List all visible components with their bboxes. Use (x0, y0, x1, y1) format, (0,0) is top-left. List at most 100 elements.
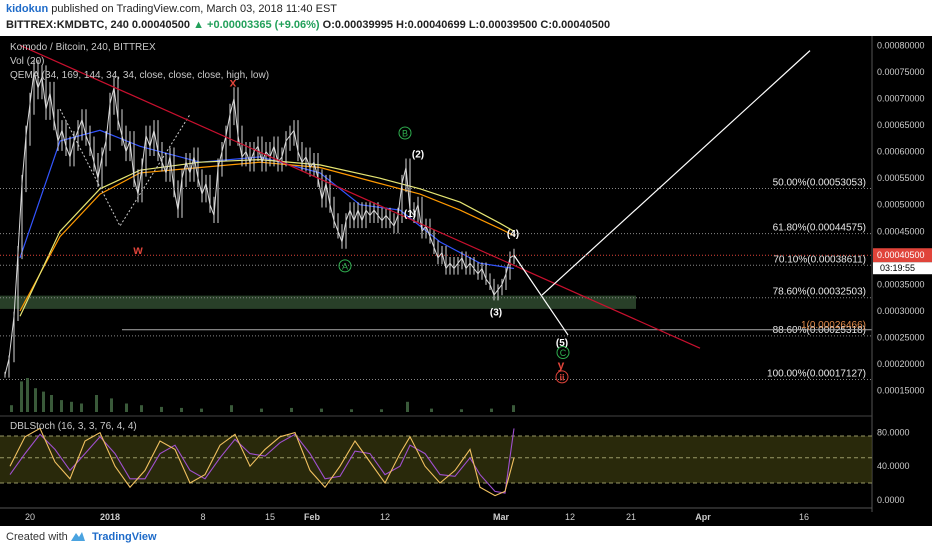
up-arrow-icon: ▲ (193, 19, 204, 31)
stoch-k-line (9, 427, 515, 497)
volume-bar (20, 381, 23, 412)
volume-bar (50, 395, 53, 412)
time-tick-label: Apr (695, 512, 711, 522)
price-chart[interactable]: 50.00%(0.00053053) 61.80%(0.00044575) 70.1… (0, 36, 932, 526)
volume-bar (200, 408, 203, 412)
time-tick-label: 12 (380, 512, 390, 522)
volume-bar (42, 391, 45, 412)
time-tick-label: 15 (265, 512, 275, 522)
time-tick-label: Feb (304, 512, 321, 522)
price-tick-label: 0.00070000 (877, 93, 925, 103)
volume-bar (490, 408, 493, 412)
wave-label: C (560, 348, 567, 358)
author-name[interactable]: kidokun (6, 3, 49, 15)
volume-bar (80, 403, 83, 412)
stoch-legend: DBLStoch (16, 3, 3, 76, 4, 4) (10, 421, 137, 432)
volume-bar (10, 405, 13, 412)
volume-legend: Vol (20) (10, 56, 45, 67)
wave-label: ii (559, 372, 564, 382)
qema-legend: QEMA (34, 169, 144, 34, 34, close, close… (10, 70, 270, 81)
last-price: 0.00040500 (131, 19, 191, 31)
time-tick-label: 16 (799, 512, 809, 522)
volume-bar (160, 406, 163, 412)
price-tick-label: 0.00060000 (877, 147, 925, 157)
publish-line: kidokun published on TradingView.com, Ma… (6, 3, 337, 15)
volume-bar (380, 409, 383, 412)
last-price-tag-label: 0.00040500 (877, 250, 925, 260)
time-tick-label: 8 (200, 512, 205, 522)
wave-label: x (230, 76, 237, 90)
price-tick-label: 0.00035000 (877, 279, 925, 289)
wave-label: (3) (490, 308, 502, 319)
volume-bar (260, 408, 263, 412)
volume-bar (230, 405, 233, 412)
wave-label: (2) (412, 149, 424, 160)
wave-circle (398, 126, 412, 140)
countdown-label: 03:19:55 (880, 263, 915, 273)
price-tick-label: 0.00050000 (877, 200, 925, 210)
stoch-tick-label: 40.0000 (877, 461, 910, 471)
publish-info: published on TradingView.com, March 03, … (51, 3, 338, 15)
price-tick-label: 0.00025000 (877, 333, 925, 343)
tradingview-brand[interactable]: TradingView (92, 531, 157, 543)
chart-header: kidokun published on TradingView.com, Ma… (0, 0, 932, 36)
volume-bar (60, 400, 63, 412)
created-with-text: Created with (6, 531, 68, 543)
volume-bar (180, 407, 183, 412)
volume-bar (110, 398, 113, 412)
wave-label: (1) (404, 209, 416, 220)
stoch-d-line (9, 428, 515, 494)
wave-label: B (402, 129, 408, 139)
wave-label: w (132, 243, 143, 257)
price-tick-label: 0.00030000 (877, 306, 925, 316)
time-tick-label: 21 (626, 512, 636, 522)
time-tick-label: Mar (493, 512, 510, 522)
volume-bar (406, 401, 409, 412)
price-axis-bg (872, 36, 932, 526)
volume-bar (70, 401, 73, 412)
wave-label: A (342, 261, 348, 271)
last-price-tag (873, 248, 932, 263)
volume-bar (140, 405, 143, 412)
projection-down-line (513, 254, 569, 336)
volume-bar (34, 388, 37, 412)
price-line (4, 71, 515, 375)
stoch-tick-label: 80.0000 (877, 428, 910, 438)
price-tick-label: 0.00065000 (877, 120, 925, 130)
extra-level-label: 1(0.00026466) (801, 320, 866, 331)
volume-bar (26, 378, 29, 412)
fib-level-label: 100.00%(0.00017127) (767, 368, 866, 379)
volume-bar (95, 395, 98, 412)
symbol-name: BITTREX:KMDBTC, 240 (6, 19, 129, 31)
fib-level-label: 78.60%(0.00032503) (773, 287, 866, 298)
volume-bar (350, 409, 353, 412)
price-change: +0.00003365 (+9.06%) (207, 19, 320, 31)
fib-level-label: 50.00%(0.00053053) (773, 178, 866, 189)
volume-bar (512, 405, 515, 412)
fib-level-label: 70.10%(0.00038611) (773, 254, 866, 265)
trendline (19, 44, 701, 349)
wave-circle (556, 345, 570, 359)
symbol-line: BITTREX:KMDBTC, 240 0.00040500 ▲ +0.0000… (6, 19, 610, 31)
wave-label: y (558, 358, 565, 372)
volume-bar (460, 409, 463, 412)
price-tick-label: 0.00020000 (877, 359, 925, 369)
footer: Created with TradingView (0, 526, 932, 550)
price-tick-label: 0.00055000 (877, 173, 925, 183)
volume-bar (290, 407, 293, 412)
time-tick-label: 2018 (100, 512, 120, 522)
stoch-band (0, 435, 872, 483)
ema-slow-line (19, 158, 515, 317)
price-tick-label: 0.00080000 (877, 40, 925, 50)
chart-title-legend: Komodo / Bitcoin, 240, BITTREX (10, 42, 156, 53)
support-zone (0, 295, 636, 309)
projection-up-line (541, 50, 811, 296)
price-tick-label: 0.00045000 (877, 226, 925, 236)
volume-bar (125, 403, 128, 412)
price-tick-label: 0.00015000 (877, 386, 925, 396)
wave-circle (555, 370, 569, 384)
countdown-tag (873, 262, 932, 275)
price-tick-label: 0.00075000 (877, 67, 925, 77)
volume-bar (320, 408, 323, 412)
wave-label: (5) (556, 338, 568, 349)
